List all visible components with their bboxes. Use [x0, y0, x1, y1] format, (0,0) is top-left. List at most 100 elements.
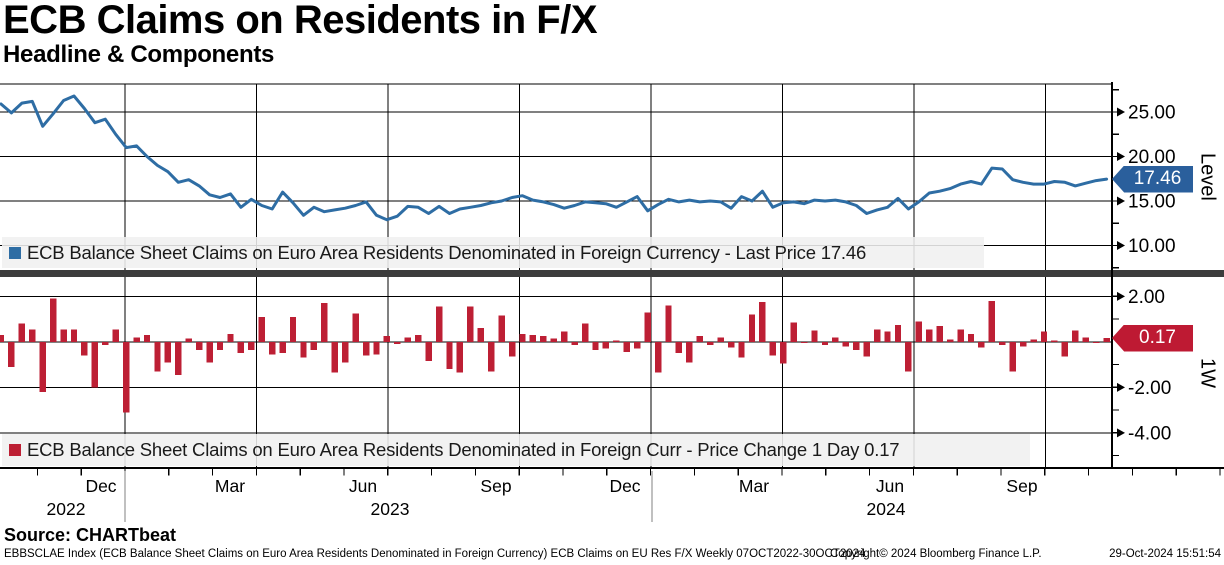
bar — [936, 325, 943, 342]
panel-separator — [0, 270, 1224, 277]
bar — [331, 341, 338, 373]
y-tick-arrow-icon — [1117, 428, 1125, 438]
y-tick-arrow-icon — [1117, 382, 1125, 392]
bar — [133, 337, 140, 342]
bar — [675, 341, 683, 354]
bar — [707, 341, 714, 346]
y-tick-arrow-icon — [1117, 241, 1125, 251]
bar — [279, 341, 286, 354]
bar — [216, 341, 224, 350]
source-label: Source: CHARTbeat — [4, 525, 177, 545]
bar — [780, 341, 787, 364]
legend-line-series[interactable]: ECB Balance Sheet Claims on Euro Area Re… — [2, 237, 984, 268]
bar — [853, 341, 860, 350]
bar — [175, 341, 182, 375]
bar — [821, 341, 829, 346]
bar — [206, 341, 213, 363]
bar — [164, 341, 172, 363]
bar — [373, 341, 380, 355]
bar — [602, 341, 610, 349]
bar — [946, 339, 954, 342]
line-series — [0, 94, 1109, 222]
y-tick-label: 20.00 — [1128, 147, 1176, 168]
bar — [185, 338, 192, 342]
bar — [571, 341, 578, 346]
bar — [342, 341, 349, 363]
bar — [1082, 337, 1089, 342]
bar — [1051, 340, 1058, 342]
bar — [49, 298, 57, 342]
chart-subtitle: Headline & Components — [3, 41, 275, 68]
bar — [926, 329, 933, 342]
y-axis-title-level: Level — [1196, 153, 1219, 201]
bar — [154, 341, 161, 372]
y-axis-title-1w: 1W — [1196, 357, 1219, 388]
bar — [519, 333, 526, 342]
y-tick-label: 10.00 — [1128, 236, 1176, 257]
bar — [467, 306, 474, 342]
bar — [634, 341, 641, 349]
bar — [759, 302, 766, 342]
bar — [196, 341, 203, 350]
footer-timestamp: 29-Oct-2024 15:51:54 — [1109, 548, 1221, 560]
bar — [404, 337, 411, 342]
bar — [498, 315, 505, 342]
bar — [300, 341, 307, 358]
bar — [644, 312, 651, 342]
bar — [362, 341, 370, 356]
y-tick-label: 25.00 — [1128, 103, 1176, 124]
chart-header: ECB Claims on Residents in F/X Headline … — [3, 0, 598, 68]
bar — [863, 341, 870, 357]
legend-bar-series[interactable]: ECB Balance Sheet Claims on Euro Area Re… — [2, 434, 1030, 466]
bar — [237, 341, 245, 354]
bar — [227, 333, 234, 342]
bar — [1040, 331, 1048, 342]
bar — [383, 336, 391, 342]
bar — [894, 324, 902, 342]
bar — [738, 341, 745, 358]
bar — [561, 331, 568, 342]
bar — [60, 329, 67, 342]
bar — [1009, 341, 1016, 372]
bar — [425, 341, 432, 362]
y-tick-arrow-icon — [1117, 291, 1125, 301]
bar — [717, 337, 724, 342]
footer-copyright: Copyright© 2024 Bloomberg Finance L.P. — [830, 548, 1042, 560]
bar — [310, 341, 318, 350]
bar — [102, 341, 109, 346]
bar — [91, 341, 99, 388]
bar — [978, 341, 985, 348]
bar — [143, 335, 151, 342]
bar — [957, 329, 964, 342]
bar — [988, 300, 995, 342]
bar — [1092, 341, 1100, 343]
bar — [967, 333, 975, 342]
y-tick-label: -4.00 — [1128, 423, 1171, 444]
bar — [790, 322, 797, 342]
bar — [613, 340, 620, 342]
bar — [999, 341, 1006, 346]
bar — [435, 306, 443, 342]
bar — [550, 338, 557, 342]
bar — [811, 330, 818, 342]
bar — [1061, 341, 1069, 357]
bar — [748, 314, 756, 342]
legend-swatch-red-icon — [9, 444, 21, 456]
bar — [289, 316, 297, 342]
bar — [488, 341, 495, 372]
y-tick-arrow-icon — [1117, 152, 1125, 162]
bar — [8, 341, 15, 367]
bar — [81, 341, 88, 356]
legend-swatch-blue-icon — [9, 246, 21, 259]
bar — [800, 341, 808, 343]
bar — [456, 341, 464, 373]
y-tick-arrow-icon — [1117, 107, 1125, 117]
bar — [686, 341, 693, 363]
bar — [727, 341, 735, 348]
bar — [508, 341, 516, 357]
bar — [769, 341, 776, 356]
bar — [1030, 339, 1037, 342]
bar — [623, 341, 630, 352]
bar — [884, 331, 891, 342]
